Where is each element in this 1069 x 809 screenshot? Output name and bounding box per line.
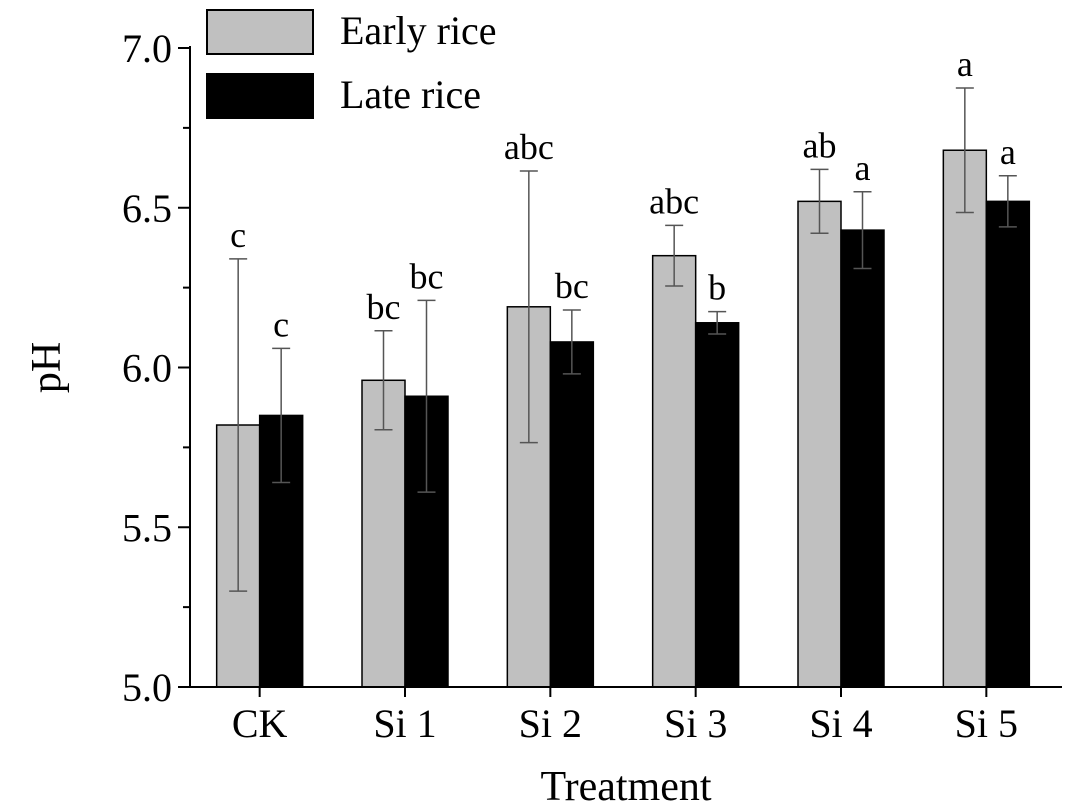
significance-label: c <box>230 215 246 255</box>
legend-swatch-early-rice <box>206 9 314 55</box>
bar-late-rice <box>694 322 740 688</box>
legend-swatch-late-rice <box>206 73 314 119</box>
significance-label: a <box>1000 132 1016 172</box>
y-tick-label: 6.0 <box>122 346 172 391</box>
y-tick-label: 7.0 <box>122 26 172 71</box>
y-axis-title: pH <box>24 342 70 393</box>
legend-label: Late rice <box>340 72 481 117</box>
significance-label: bc <box>410 256 444 296</box>
significance-label: abc <box>649 181 699 221</box>
x-tick-label: Si 3 <box>664 701 727 746</box>
significance-label: ab <box>803 125 837 165</box>
x-tick-label: Si 4 <box>809 701 872 746</box>
significance-label: a <box>855 148 871 188</box>
significance-label: c <box>273 304 289 344</box>
significance-label: bc <box>367 287 401 327</box>
legend: Early rice Late rice <box>206 8 497 119</box>
bar-early-rice <box>797 200 842 688</box>
x-tick-label: CK <box>232 701 288 746</box>
y-tick-label: 5.5 <box>122 505 172 550</box>
significance-label: a <box>957 44 973 84</box>
bar-early-rice <box>651 254 697 688</box>
x-axis-title: Treatment <box>540 764 711 809</box>
bar-early-rice <box>942 149 988 688</box>
x-tick-label: Si 5 <box>955 701 1018 746</box>
y-tick-label: 5.0 <box>122 665 172 710</box>
x-tick-label: Si 2 <box>519 701 582 746</box>
significance-label: b <box>708 268 726 308</box>
bar-late-rice <box>985 200 1031 688</box>
bar-late-rice <box>840 229 885 688</box>
x-tick-label: Si 1 <box>373 701 436 746</box>
bar-late-rice <box>549 341 595 688</box>
legend-label: Early rice <box>340 8 497 53</box>
significance-label: bc <box>555 266 589 306</box>
y-tick-label: 6.5 <box>122 186 172 231</box>
y-ticks: 5.0 5.5 6.0 6.5 7.0 <box>122 26 190 710</box>
significance-label: abc <box>504 127 554 167</box>
axes <box>189 46 1062 688</box>
x-ticks: CK Si 1 Si 2 Si 3 Si 4 Si 5 <box>232 687 1018 746</box>
